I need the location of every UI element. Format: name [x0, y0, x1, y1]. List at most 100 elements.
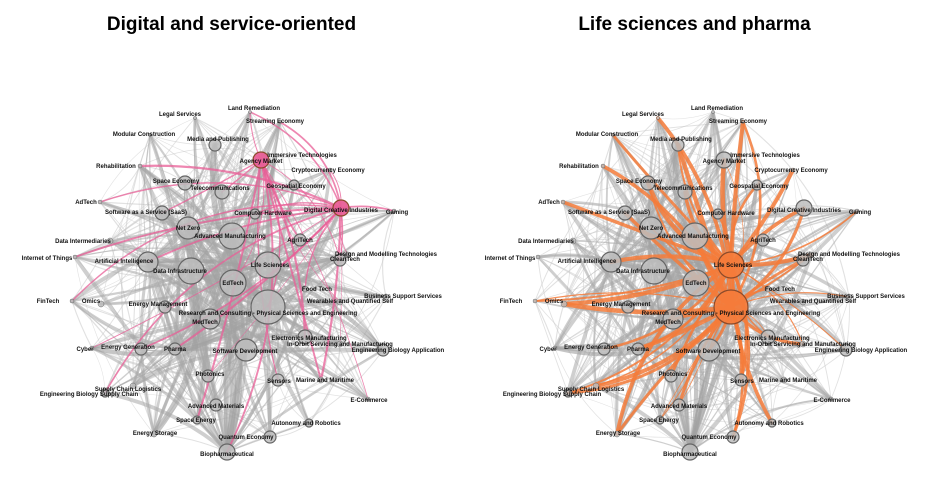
node-engineering-biology-supply-chain [100, 388, 110, 398]
edge [266, 263, 311, 425]
node-engineering-biology-application [839, 343, 853, 357]
edge [230, 234, 311, 425]
edge [693, 234, 851, 299]
node-label-land-remediation: Land Remediation [228, 106, 280, 112]
edge [678, 379, 785, 406]
node-internet-of-things [535, 254, 541, 260]
edge [320, 259, 341, 381]
edge [74, 207, 342, 258]
node-agency-market [252, 151, 270, 169]
edge [554, 347, 618, 435]
edge [147, 261, 369, 400]
node-label-quantum-economy: Quantum Economy [218, 435, 274, 441]
node-label-space-economy: Space Economy [153, 179, 200, 185]
node-label-marine-and-maritime: Marine and Maritime [759, 378, 818, 384]
node-label-pharma: Pharma [627, 347, 650, 353]
node-label-computer-hardware: Computer Hardware [234, 211, 292, 217]
node-label-biopharmaceutical: Biopharmaceutical [663, 452, 717, 458]
node-label-space-energy: Space Energy [176, 418, 216, 424]
edge [267, 210, 395, 266]
node-label-quantum-economy: Quantum Economy [681, 435, 737, 441]
node-label-sensors: Sensors [267, 379, 291, 385]
node-electronics-manufacturing [760, 329, 776, 345]
node-wearables-and-quantified-self [336, 298, 344, 306]
node-photonics [201, 369, 215, 383]
edge [730, 210, 858, 266]
node-quantum-economy [263, 430, 277, 444]
edge [625, 117, 659, 350]
node-label-omics: Omics [82, 299, 101, 305]
node-e-commerce [828, 396, 834, 402]
node-label-in-orbit-servicing-and-manufacturing: In-Orbit Servicing and Manufacturing [287, 342, 393, 348]
node-computer-hardware [712, 208, 724, 220]
node-label-advanced-materials: Advanced Materials [188, 404, 245, 410]
node-rehabilitation [137, 163, 143, 169]
node-advanced-manufacturing [681, 222, 709, 250]
edge [147, 207, 342, 263]
node-life-sciences [254, 251, 282, 279]
node-label-e-commerce: E-Commerce [350, 398, 388, 404]
edge [153, 144, 216, 435]
node-quantum-economy [726, 430, 740, 444]
edge [534, 300, 556, 349]
edge [566, 305, 733, 395]
node-label-immersive-technologies: Immersive Technologies [730, 153, 800, 159]
left-network-graph: Legal Services Land Remediation Streaming … [22, 106, 445, 461]
node-advanced-manufacturing [218, 222, 246, 250]
node-artificial-intelligence [600, 251, 622, 273]
node-label-agritech: AgriTech [750, 238, 776, 244]
node-autonomy-and-robotics [304, 418, 314, 428]
node-in-orbit-servicing-and-manufacturing [799, 340, 807, 348]
node-net-zero [176, 216, 200, 240]
node-streaming-economy [741, 120, 745, 124]
node-label-gaming: Gaming [386, 210, 409, 216]
node-agency-market [715, 151, 733, 169]
edge [91, 207, 342, 349]
node-digital-creative-industries [332, 199, 350, 217]
node-business-support-services [382, 293, 390, 301]
edge [803, 207, 847, 351]
node-cyber [89, 345, 95, 351]
node-geospatial-economy [751, 179, 763, 191]
node-label-software-as-a-service-saas: Software as a Service (SaaS) [105, 210, 187, 216]
node-label-immersive-technologies: Immersive Technologies [267, 153, 337, 159]
edge [657, 111, 714, 120]
node-label-space-economy: Space Economy [616, 179, 663, 185]
edge [138, 164, 343, 210]
node-label-data-infrastructure: Data Infrastructure [616, 269, 670, 275]
edge [382, 210, 395, 298]
node-space-energy [655, 415, 665, 425]
edge [249, 111, 342, 209]
node-software-development [234, 338, 258, 362]
edge [616, 398, 832, 438]
node-energy-management [621, 300, 635, 314]
node-media-and-publishing [671, 138, 685, 152]
edge [139, 134, 151, 350]
node-label-marine-and-maritime: Marine and Maritime [296, 378, 355, 384]
edge [771, 398, 832, 424]
node-label-agency-market: Agency Market [240, 159, 283, 165]
node-label-legal-services: Legal Services [622, 112, 665, 118]
node-label-e-commerce: E-Commerce [813, 398, 851, 404]
node-label-life-sciences: Life Sciences [714, 263, 753, 269]
edge [187, 209, 395, 229]
node-label-data-infrastructure: Data Infrastructure [153, 269, 207, 275]
edge [91, 261, 149, 349]
node-modular-construction [611, 133, 615, 137]
node-software-as-a-service-saas [154, 205, 170, 221]
node-space-economy [177, 175, 193, 191]
edge [99, 182, 342, 209]
left-panel: Legal Services Land Remediation Streaming … [22, 14, 445, 461]
node-supply-chain-logistics [129, 382, 137, 390]
right-network-graph: Legal Services Land Remediation Streaming … [485, 106, 908, 461]
node-sensors [271, 373, 285, 387]
node-design-and-modelling-technologies [807, 251, 815, 259]
edge [194, 117, 349, 256]
node-space-energy [192, 415, 202, 425]
node-energy-management [158, 300, 172, 314]
node-gaming [854, 208, 860, 214]
node-label-engineering-biology-application: Engineering Biology Application [352, 348, 445, 354]
node-net-zero [639, 216, 663, 240]
node-label-modular-construction: Modular Construction [576, 132, 639, 138]
node-rehabilitation [600, 163, 606, 169]
